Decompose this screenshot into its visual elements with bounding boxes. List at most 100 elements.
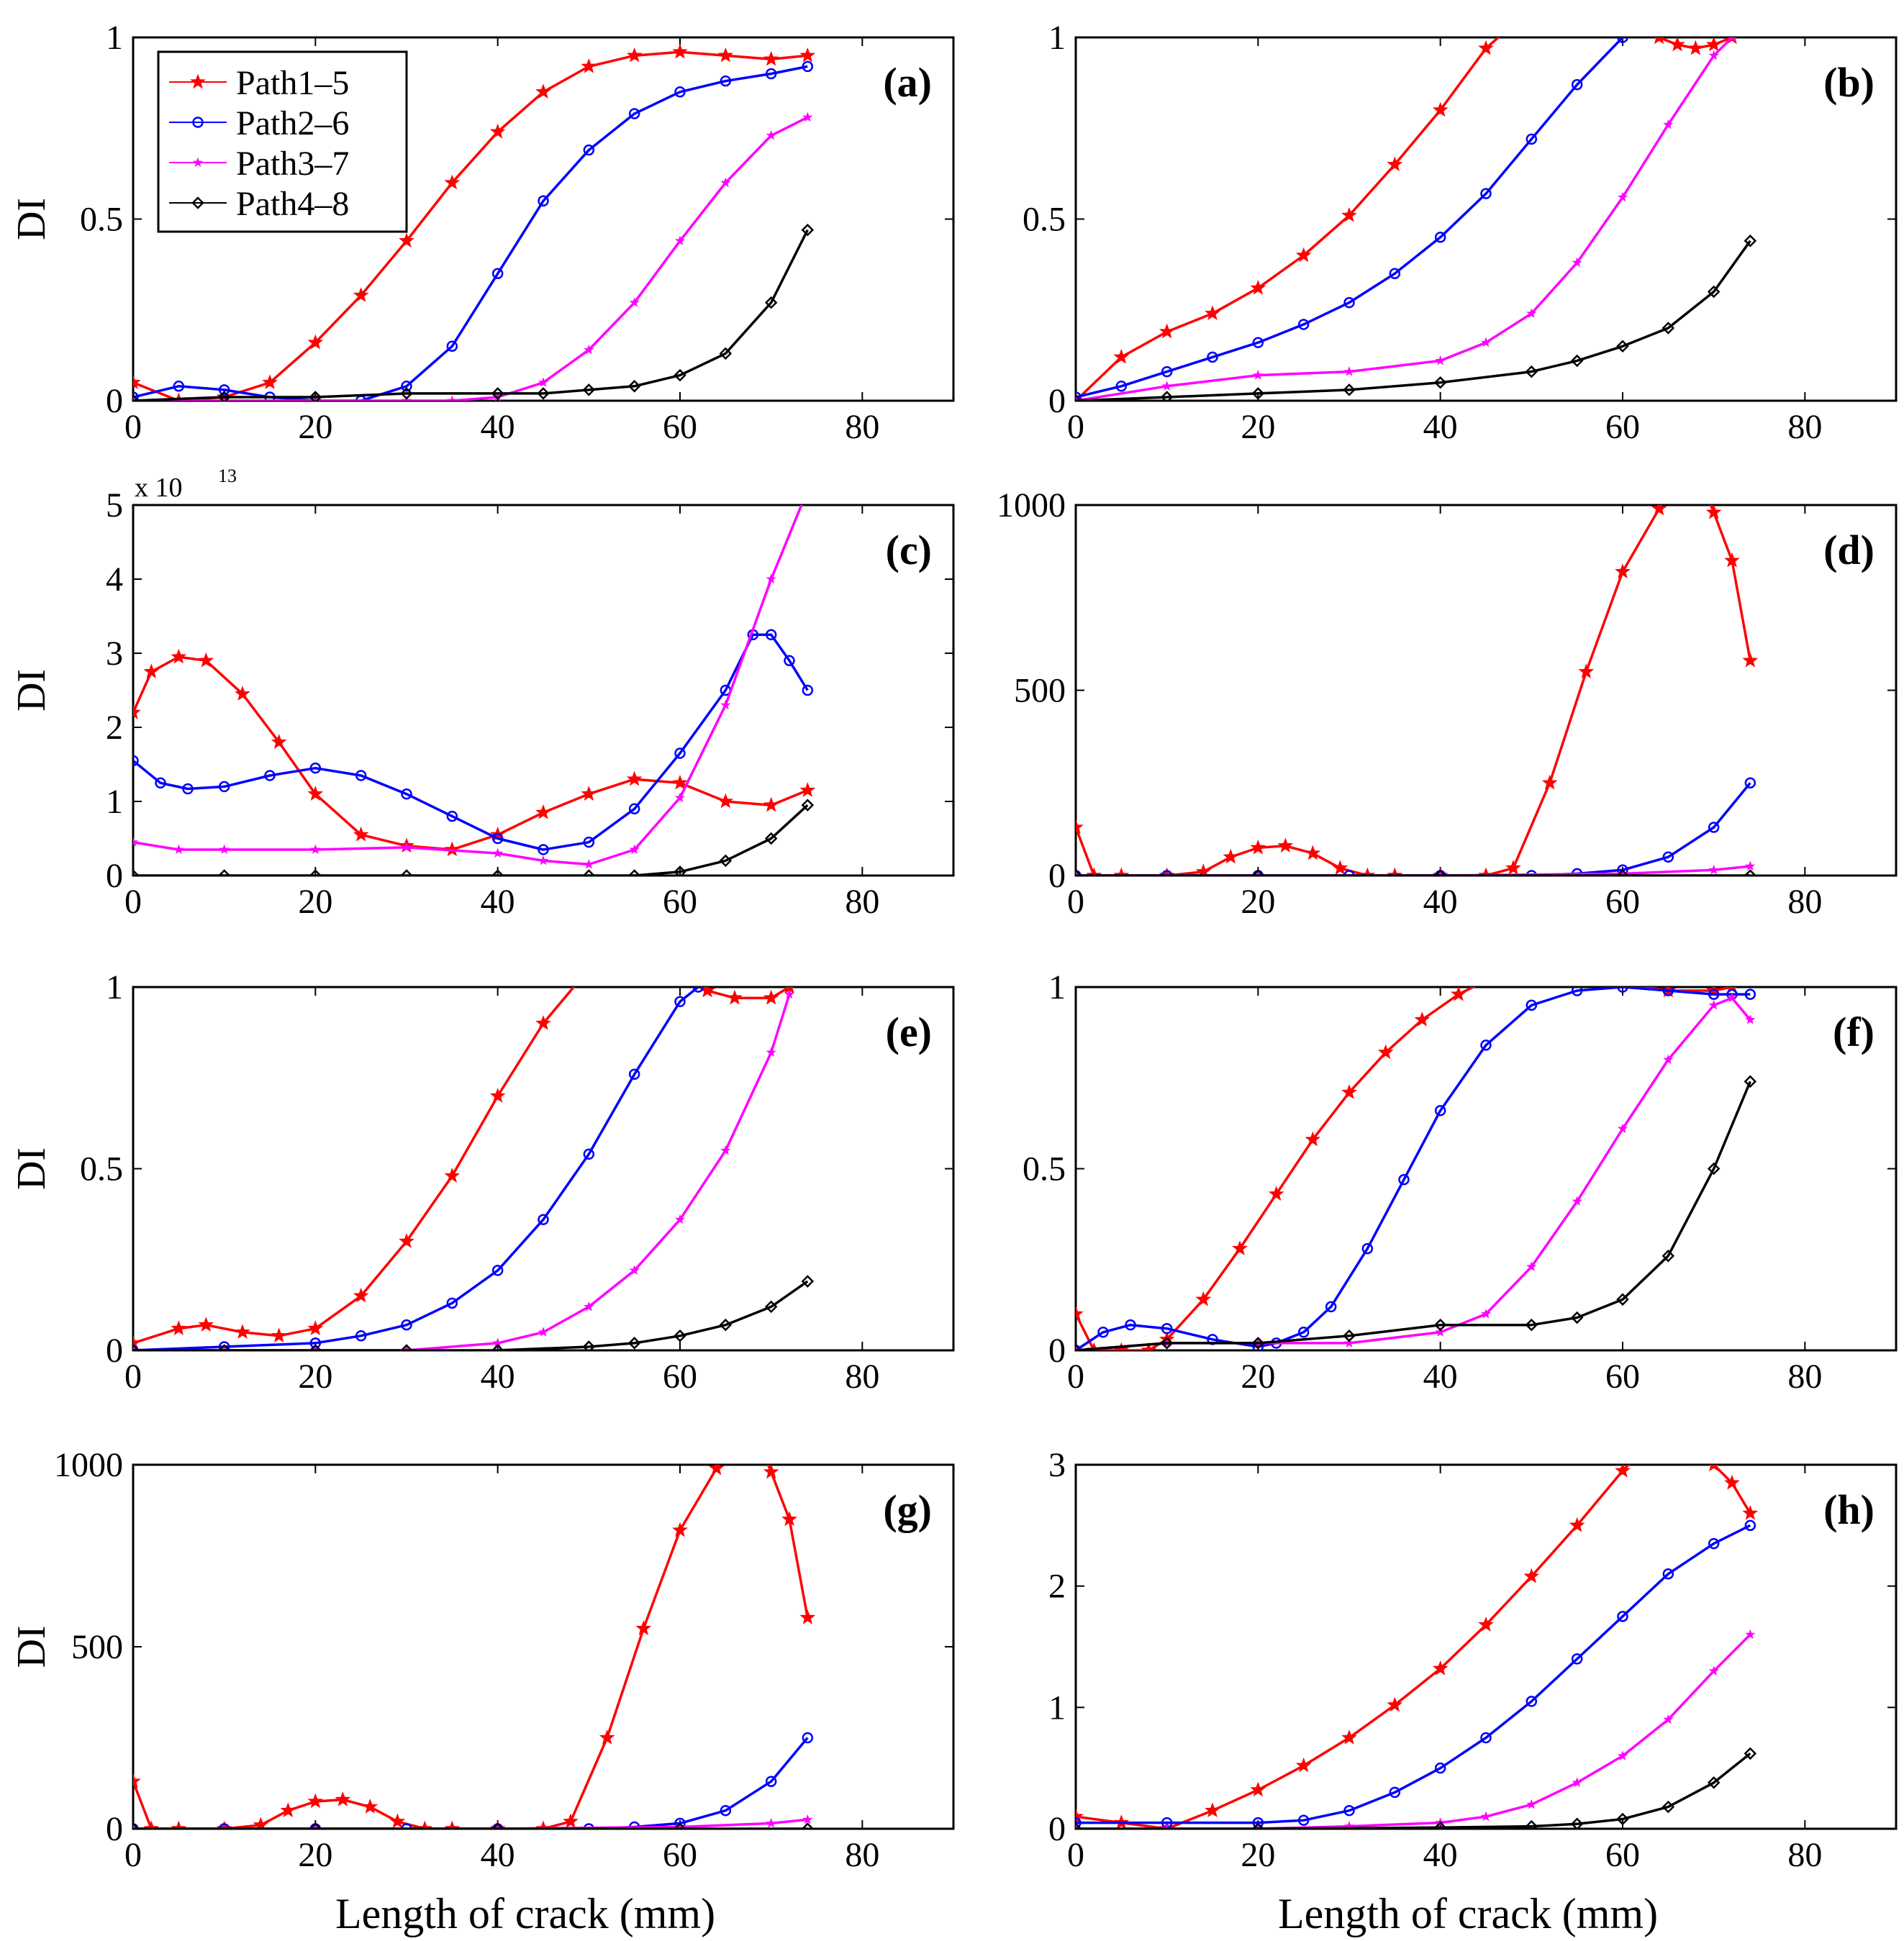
data-point <box>217 869 231 876</box>
data-point <box>1076 1817 1082 1829</box>
data-point <box>1277 837 1294 853</box>
data-point <box>1250 1781 1266 1797</box>
data-point <box>1707 1162 1721 1176</box>
data-point <box>1541 774 1558 790</box>
data-point <box>746 1421 760 1434</box>
series-path4-8 <box>133 799 815 876</box>
data-point <box>1343 296 1355 309</box>
data-point <box>218 781 230 793</box>
x-tick-label: 60 <box>1605 1358 1640 1396</box>
data-point <box>401 1823 412 1829</box>
data-point <box>353 287 369 302</box>
data-point <box>629 844 640 854</box>
data-point <box>1434 1762 1446 1774</box>
x-tick-label: 0 <box>1067 883 1084 921</box>
x-tick-label: 60 <box>1605 408 1640 446</box>
panel-f: 0 20 40 60 80 0 0.5 1 (f) <box>1023 968 1898 1396</box>
y-axis-label: DI <box>9 1147 54 1190</box>
data-point <box>674 1822 686 1829</box>
data-point <box>1526 1696 1538 1707</box>
data-point <box>1571 78 1583 91</box>
axes-frame <box>1074 36 1898 402</box>
data-point <box>727 989 743 1005</box>
data-point <box>672 43 688 59</box>
data-point <box>781 1511 797 1527</box>
y-tick-label: 1 <box>1048 968 1066 1006</box>
x-axis-label-right: Length of crack (mm) <box>1278 1890 1658 1937</box>
data-point <box>672 774 688 790</box>
x-tick-label: 80 <box>845 408 879 446</box>
data-point <box>1343 870 1355 876</box>
data-point <box>764 832 778 845</box>
data-point <box>1295 1757 1312 1773</box>
data-point <box>1398 1173 1410 1186</box>
data-point <box>674 368 686 382</box>
data-point <box>1708 864 1719 875</box>
series-path2-6 <box>133 987 704 1350</box>
y-tick-label: 0 <box>106 382 123 420</box>
data-point <box>143 1820 160 1829</box>
data-point <box>1708 1465 1719 1472</box>
series-path2-6 <box>1076 1519 1756 1829</box>
data-point <box>1708 1665 1719 1676</box>
data-point <box>583 144 595 156</box>
data-point <box>1742 652 1759 668</box>
data-point <box>1433 376 1447 389</box>
data-point <box>1744 1747 1757 1760</box>
data-point <box>582 869 596 876</box>
data-point <box>804 486 812 494</box>
data-point <box>491 387 504 400</box>
x-tick-label: 40 <box>1423 1836 1458 1874</box>
panel-label: (g) <box>883 1486 932 1533</box>
data-point <box>489 123 506 139</box>
data-point <box>1076 1306 1084 1321</box>
y-tick-label: 1 <box>106 968 123 1006</box>
data-point <box>335 1791 351 1806</box>
series-path3-7 <box>133 486 812 869</box>
data-point <box>1570 1817 1584 1829</box>
data-point <box>717 793 734 809</box>
data-point <box>307 334 324 350</box>
data-point <box>1343 366 1355 376</box>
data-point <box>802 1814 813 1824</box>
data-point <box>1526 133 1538 145</box>
data-point <box>720 1145 731 1155</box>
y-tick-label: 0.5 <box>80 1150 123 1188</box>
series-line <box>133 633 809 851</box>
x-tick-label: 0 <box>1067 1358 1084 1396</box>
data-point <box>1480 1309 1492 1319</box>
series-path1-5 <box>1076 0 1737 401</box>
x-tick-label: 80 <box>845 883 879 921</box>
axes-frame <box>132 986 955 1352</box>
data-point <box>629 297 640 307</box>
y-tick-label: 0 <box>1048 1810 1066 1848</box>
data-point <box>1480 1732 1492 1744</box>
plot-area <box>1076 461 1759 876</box>
series-line <box>133 1280 809 1350</box>
data-point <box>765 629 777 640</box>
data-point <box>1616 0 1630 7</box>
data-point <box>720 75 732 87</box>
axes-frame <box>1074 504 1898 877</box>
data-point <box>1480 337 1492 347</box>
data-point <box>444 1168 461 1183</box>
data-point <box>1616 1293 1629 1306</box>
series-line <box>133 994 791 1350</box>
series-line <box>133 804 809 876</box>
legend-marker <box>192 117 204 128</box>
data-point <box>766 129 776 140</box>
data-point <box>1526 1261 1537 1271</box>
data-point <box>310 844 321 854</box>
data-point <box>264 770 276 781</box>
data-point <box>538 1327 549 1337</box>
x-tick-label: 60 <box>663 1836 697 1874</box>
data-point <box>1689 461 1703 474</box>
panel-a: 0 20 40 60 80 0 0.5 1 DI (a) <box>9 19 955 446</box>
y-axis-label: DI <box>9 198 54 240</box>
data-point <box>1161 381 1172 391</box>
data-point <box>217 391 231 401</box>
data-point <box>599 1729 615 1745</box>
data-point <box>355 1330 367 1342</box>
data-point <box>635 1620 652 1635</box>
data-point <box>535 1820 551 1829</box>
